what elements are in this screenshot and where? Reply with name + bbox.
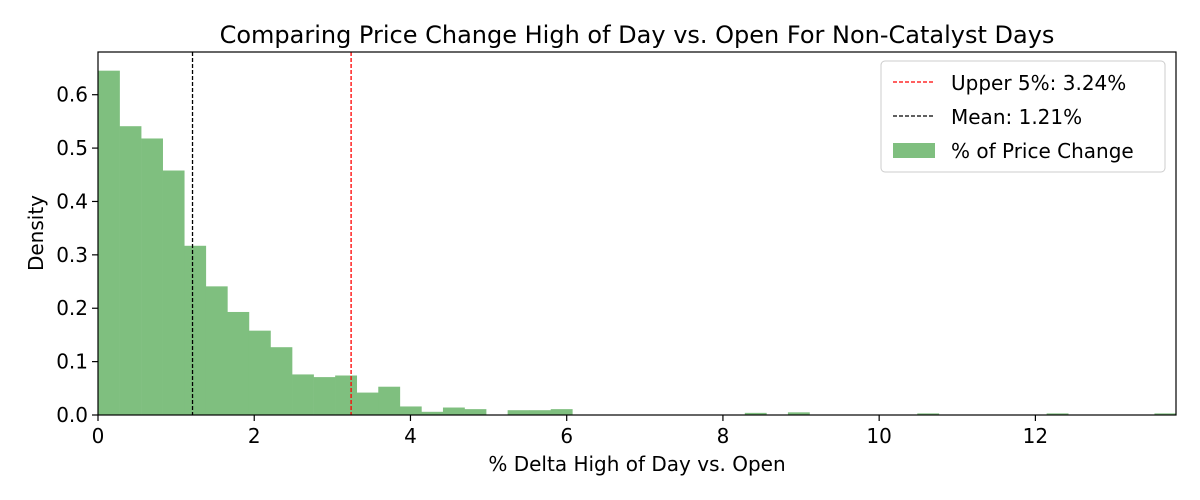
y-tick-label: 0.4 <box>56 189 88 213</box>
histogram-bar <box>378 386 401 415</box>
histogram-bars <box>98 70 1177 416</box>
histogram-bar <box>1154 413 1177 415</box>
legend-frame <box>880 60 1166 173</box>
legend: Upper 5%: 3.24% Mean: 1.21% % of Price C… <box>880 60 1166 173</box>
legend-swatch-price-change <box>893 143 935 158</box>
x-tick-label: 12 <box>1023 424 1048 448</box>
histogram-bar <box>184 245 207 415</box>
y-tick-label: 0.5 <box>56 136 88 160</box>
y-tick-label: 0.2 <box>56 296 88 320</box>
histogram-bar <box>550 409 573 415</box>
y-axis-label: Density <box>24 195 48 271</box>
histogram-bar <box>270 347 293 415</box>
x-tick-label: 8 <box>717 424 730 448</box>
x-axis-label: % Delta High of Day vs. Open <box>488 452 785 476</box>
x-tick-label: 0 <box>92 424 105 448</box>
legend-label-upper-5: Upper 5%: 3.24% <box>951 71 1126 95</box>
x-tick-label: 6 <box>560 424 573 448</box>
histogram-bar <box>1046 413 1069 415</box>
histogram-bar <box>464 409 487 415</box>
x-axis-ticks: 0 2 4 6 8 10 12 <box>92 415 1048 448</box>
histogram-bar <box>313 377 336 415</box>
plot-frame <box>97 51 1177 416</box>
histogram-bar <box>356 392 379 415</box>
chart-title: Comparing Price Change High of Day vs. O… <box>220 21 1055 49</box>
histogram-bar <box>205 286 228 415</box>
histogram-bar <box>744 412 767 415</box>
histogram-bar <box>248 330 271 415</box>
x-tick-label: 4 <box>404 424 417 448</box>
histogram-bar <box>335 375 358 415</box>
y-tick-label: 0.3 <box>56 243 88 267</box>
histogram-bar <box>119 126 142 415</box>
histogram-bar <box>399 406 422 415</box>
y-tick-label: 0.0 <box>56 403 88 427</box>
histogram-bar <box>507 410 530 415</box>
y-tick-label: 0.6 <box>56 83 88 107</box>
x-tick-label: 2 <box>248 424 261 448</box>
y-tick-label: 0.1 <box>56 350 88 374</box>
reference-lines <box>191 52 352 415</box>
x-tick-label: 10 <box>866 424 891 448</box>
histogram-bar <box>227 311 250 415</box>
histogram-bar <box>529 410 552 415</box>
histogram-bar <box>917 413 940 415</box>
histogram-bar <box>442 407 465 415</box>
histogram-bar <box>421 411 444 415</box>
legend-label-mean: Mean: 1.21% <box>951 105 1082 129</box>
histogram-bar <box>98 70 120 416</box>
histogram-bar <box>787 412 810 415</box>
legend-label-price-change: % of Price Change <box>951 139 1134 163</box>
histogram-bar <box>141 138 163 416</box>
histogram-bar <box>292 374 314 415</box>
y-axis-ticks: 0.0 0.1 0.2 0.3 0.4 0.5 0.6 <box>56 83 98 427</box>
histogram-bar <box>162 170 185 415</box>
